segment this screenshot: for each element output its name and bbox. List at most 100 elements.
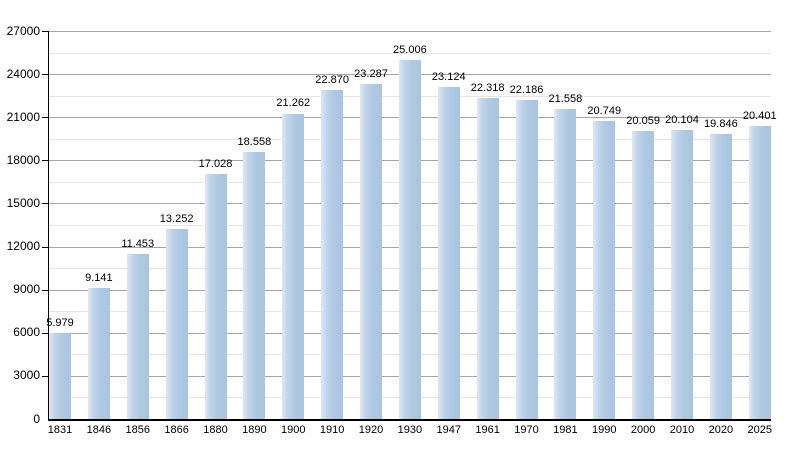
- bar-1947: [437, 86, 460, 419]
- bar-slot-1981: 21.558 1981: [549, 31, 583, 436]
- x-axis-tick-label: 2025: [747, 424, 772, 436]
- bar-slot-1856: 11.453 1856: [121, 31, 154, 436]
- bar-slot-2020: 19.846 2020: [704, 31, 738, 436]
- bar-value-label: 13.252: [159, 212, 194, 225]
- bar-1856: [126, 254, 149, 419]
- bar-1910: [321, 90, 344, 419]
- bar-slot-1831: 5.979 1831: [46, 31, 74, 436]
- x-axis-tick-label: 1981: [553, 424, 578, 436]
- bar-value-label: 9.141: [85, 271, 113, 284]
- plot-area: 5.979 1831 9.141 1846 11.453 1856 13.252 1866 17…: [42, 31, 777, 436]
- bar-value-label: 21.262: [276, 97, 311, 110]
- bar-slot-1961: 22.318 1961: [471, 31, 505, 436]
- x-axis-tick-label: 1990: [592, 424, 617, 436]
- bar-1961: [476, 98, 499, 419]
- bar-slot-1990: 20.749 1990: [587, 31, 621, 436]
- x-axis-tick-label: 1890: [242, 424, 267, 436]
- bar-value-label: 18.558: [237, 136, 272, 149]
- x-axis-tick-label: 1970: [514, 424, 539, 436]
- bar-slot-1920: 23.287 1920: [354, 31, 388, 436]
- y-axis-tick: [42, 74, 49, 76]
- gridline-major: [49, 31, 771, 32]
- x-axis-tick-label: 1910: [319, 424, 345, 436]
- bar-1890: [243, 152, 266, 419]
- bar-1990: [593, 120, 616, 419]
- bar-2000: [632, 130, 655, 419]
- y-axis-tick: [42, 31, 49, 32]
- y-axis-tick: [42, 289, 49, 291]
- bar-value-label: 21.558: [548, 93, 583, 106]
- x-axis-tick-label: 1866: [164, 424, 189, 436]
- bar-slot-1890: 18.558 1890: [238, 31, 272, 436]
- bar-value-label: 17.028: [198, 158, 233, 171]
- y-axis-tick-label: 15000: [6, 195, 40, 210]
- x-axis-tick-label: 1947: [436, 424, 461, 436]
- bar-value-label: 20.104: [665, 114, 699, 127]
- y-axis-tick: [42, 203, 49, 205]
- gridline-minor: [49, 52, 771, 54]
- y-axis-tick-label: 3000: [13, 368, 40, 383]
- bar-slot-2000: 20.059 2000: [626, 31, 660, 436]
- bar-slot-1930: 25.006 1930: [393, 31, 427, 436]
- y-axis-tick-label: 12000: [6, 239, 40, 254]
- bar-1846: [87, 287, 110, 419]
- y-axis-tick-label: 18000: [6, 152, 40, 167]
- bar-1866: [165, 228, 188, 419]
- y-axis-tick-label: 24000: [6, 66, 40, 81]
- bar-1831: [49, 333, 71, 419]
- y-axis-tick-label: 27000: [6, 23, 40, 38]
- bar-1900: [282, 113, 305, 419]
- bar-value-label: 20.749: [587, 104, 622, 117]
- bar-1880: [204, 174, 227, 419]
- bar-slot-1900: 21.262 1900: [276, 31, 310, 436]
- x-axis-tick-label: 1856: [125, 424, 150, 436]
- bar-slot-1970: 22.186 1970: [510, 31, 544, 436]
- bar-value-label: 25.006: [393, 43, 427, 56]
- y-axis-tick-label: 21000: [6, 109, 40, 124]
- x-axis-tick-label: 1930: [397, 424, 423, 436]
- bar-1920: [360, 84, 382, 419]
- x-axis-tick-label: 2010: [669, 424, 695, 436]
- bar-value-label: 5.979: [46, 317, 74, 330]
- bar-value-label: 19.846: [704, 117, 738, 130]
- x-axis-tick-label: 1920: [358, 424, 384, 436]
- bar-value-label: 23.287: [354, 68, 388, 81]
- bar-1930: [398, 59, 421, 419]
- bar-value-label: 22.318: [470, 82, 505, 95]
- x-axis-tick-label: 1831: [47, 424, 73, 436]
- bar-value-label: 20.059: [626, 114, 660, 127]
- bar-value-label: 20.401: [742, 109, 777, 122]
- x-axis-tick-label: 2020: [708, 424, 734, 436]
- bar-1970: [515, 100, 538, 419]
- y-axis-tick: [42, 246, 49, 248]
- y-axis-tick: [42, 375, 49, 377]
- bar-slot-1947: 23.124 1947: [432, 31, 466, 436]
- y-axis-tick: [42, 117, 49, 119]
- bar-slot-1910: 22.870 1910: [315, 31, 349, 436]
- bar-slot-1866: 13.252 1866: [160, 31, 194, 436]
- bar-slot-1846: 9.141 1846: [85, 31, 113, 436]
- x-axis-tick-label: 1900: [281, 424, 306, 436]
- bar-slot-2010: 20.104 2010: [665, 31, 699, 436]
- y-axis-tick-label: 0: [33, 411, 40, 426]
- bar-value-label: 22.870: [315, 74, 349, 87]
- bar-2025: [748, 125, 771, 419]
- bars-layer: 5.979 1831 9.141 1846 11.453 1856 13.252 1866 17…: [46, 31, 777, 436]
- bar-value-label: 22.186: [509, 84, 544, 97]
- y-axis-tick-label: 6000: [13, 325, 40, 340]
- bar-1981: [554, 109, 577, 419]
- x-axis-tick-label: 1961: [475, 424, 500, 436]
- bar-slot-2025: 20.401 2025: [743, 31, 777, 436]
- x-axis-tick-label: 2000: [630, 424, 656, 436]
- y-axis-tick: [42, 332, 49, 334]
- x-axis-tick-label: 1880: [203, 424, 228, 436]
- y-axis-tick: [42, 160, 49, 162]
- bar-2010: [671, 130, 693, 419]
- y-axis-tick-label: 9000: [13, 282, 40, 297]
- bar-2020: [709, 133, 732, 419]
- bar-value-label: 11.453: [121, 238, 155, 251]
- bar-slot-1880: 17.028 1880: [199, 31, 233, 436]
- x-axis-tick-label: 1846: [86, 424, 112, 436]
- bar-value-label: 23.124: [431, 70, 466, 83]
